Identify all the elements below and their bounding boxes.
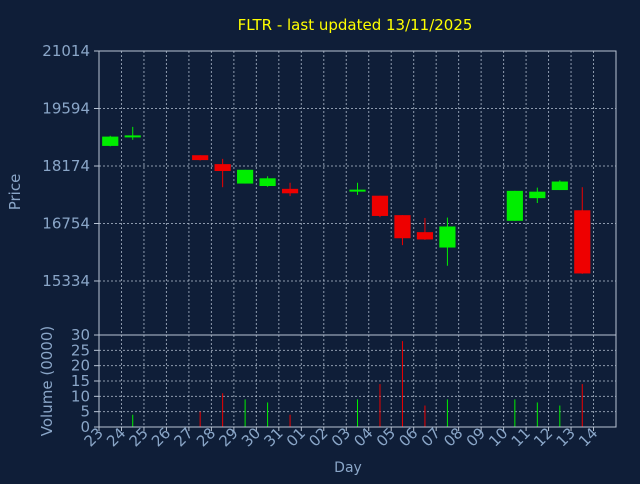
candle-body [551,181,568,191]
volume-tick-label: 25 [71,341,90,359]
candle-body [124,135,141,138]
candle-body [349,189,366,192]
price-tick-label: 21014 [42,42,90,60]
volume-tick-label: 20 [71,357,90,375]
volume-tick-label: 15 [71,372,90,390]
candle-body [506,190,523,221]
day-axis-label: Day [334,460,362,476]
candle-body [192,155,209,161]
price-tick-label: 15334 [42,272,90,290]
price-tick-label: 19594 [42,99,90,117]
day-tick-labels: 2324252627282930310102030405060708091011… [81,424,602,450]
candle-body [439,226,456,248]
price-tick-label: 16754 [42,214,90,232]
price-tick-label: 18174 [42,157,90,175]
volume-tick-label: 10 [71,387,90,405]
volume-axis-label: Volume (0000) [38,326,56,436]
candle-body [529,191,546,199]
candle-body [574,210,591,274]
chart-title: FLTR - last updated 13/11/2025 [238,16,473,34]
price-axis-label: Price [6,174,24,211]
candle-body [259,178,276,186]
candle-body [237,169,254,184]
candle-body [394,215,411,239]
candle-body [371,195,389,216]
grid-lines [99,50,616,427]
volume-bars [132,341,583,427]
volume-tick-label: 5 [80,403,90,421]
candle-body [416,232,434,240]
price-tick-labels: 21014 19594 18174 16754 15334 [42,42,99,290]
candle-body [102,136,119,146]
candle-body [281,188,299,194]
candles [102,126,591,274]
candle-body [214,164,231,172]
volume-tick-label: 30 [71,326,90,344]
volume-tick-label: 0 [80,418,90,436]
